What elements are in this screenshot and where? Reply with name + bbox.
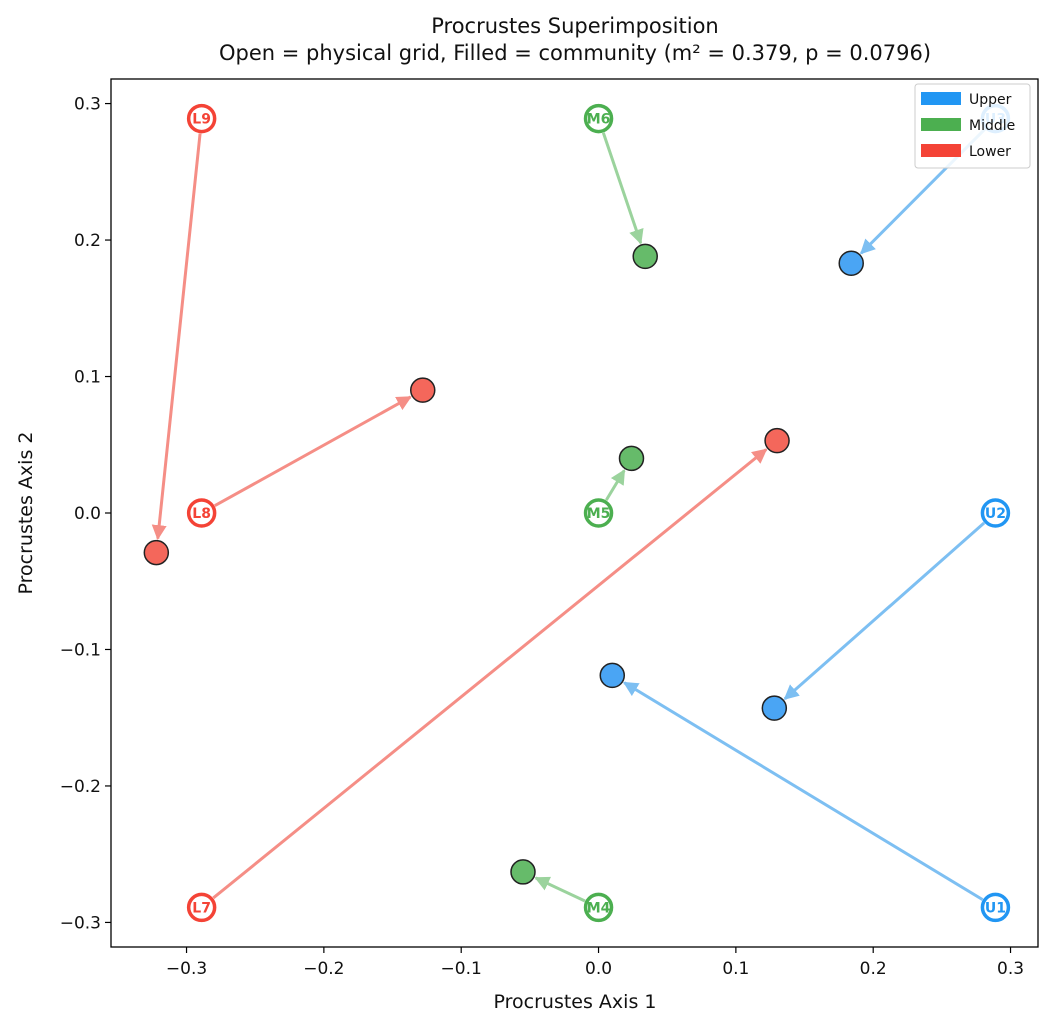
physical-point-u1: U1 <box>980 892 1011 923</box>
physical-point-l8: L8 <box>186 498 217 528</box>
x-tick-label: 0.1 <box>722 959 749 979</box>
point-label: M5 <box>587 506 611 522</box>
y-tick-label: 0.2 <box>74 231 101 251</box>
community-point-u1 <box>599 662 626 689</box>
arrow-m5 <box>605 469 626 501</box>
community-point-m6 <box>632 243 658 270</box>
arrow-l9 <box>151 133 202 541</box>
legend-label-middle: Middle <box>969 118 1015 134</box>
community-point-m5 <box>618 445 645 472</box>
chart-subtitle: Open = physical grid, Filled = community… <box>219 41 931 65</box>
community-point-l8 <box>409 377 436 403</box>
point-label: U1 <box>985 900 1006 916</box>
point-label: L8 <box>192 506 211 522</box>
open-circle-marker <box>186 498 217 528</box>
x-axis-label: Procrustes Axis 1 <box>494 991 657 1013</box>
physical-point-u2: U2 <box>980 498 1011 528</box>
open-circle-marker <box>980 892 1011 923</box>
physical-point-m5: M5 <box>583 498 614 528</box>
open-circle-marker <box>980 498 1011 528</box>
arrow-l8 <box>214 395 412 508</box>
arrow-u2 <box>783 521 986 701</box>
y-tick-label: 0.1 <box>74 368 101 388</box>
y-tick-label: −0.2 <box>60 777 101 797</box>
y-tick-label: 0.0 <box>74 504 101 524</box>
open-circle-marker <box>583 103 614 134</box>
community-point-l9 <box>143 539 170 566</box>
community-point-l7 <box>764 427 790 454</box>
x-tick-label: 0.0 <box>585 959 612 979</box>
point-label: U2 <box>985 506 1006 522</box>
chart-title: Procrustes Superimposition <box>431 14 719 38</box>
y-tick-label: −0.3 <box>60 913 101 933</box>
physical-point-m4: M4 <box>583 892 614 923</box>
axes: −0.3 −0.2 −0.1 0.0 0.1 0.2 0.3 −0.3 −0.2 −0.1 0.0 0… <box>60 95 1024 979</box>
open-circle-marker <box>583 892 614 923</box>
arrow-l7 <box>212 448 768 900</box>
legend-swatch-upper <box>921 92 961 105</box>
arrow-u1 <box>622 681 984 901</box>
arrows <box>151 128 986 903</box>
physical-point-l7: L7 <box>186 892 217 923</box>
community-point-m4 <box>510 859 536 885</box>
physical-point-l9: L9 <box>186 103 217 134</box>
community-point-u3 <box>838 250 864 276</box>
y-tick-label: −0.1 <box>60 640 101 660</box>
filled-markers <box>143 243 864 885</box>
legend-swatch-lower <box>921 144 961 157</box>
point-label: M4 <box>587 900 611 916</box>
legend-swatch-middle <box>921 118 961 131</box>
open-circle-marker <box>583 498 614 528</box>
point-label: M6 <box>587 112 611 128</box>
x-tick-label: −0.2 <box>303 959 344 979</box>
point-label: L9 <box>192 112 211 128</box>
legend-label-upper: Upper <box>969 92 1012 108</box>
plot-area: U1U2U3M4M5M6L7L8L9 <box>143 103 1011 923</box>
community-point-u2 <box>761 695 788 721</box>
arrow-m6 <box>601 132 644 245</box>
legend-label-lower: Lower <box>969 144 1011 160</box>
legend: Upper Middle Lower <box>914 83 1031 169</box>
x-tick-label: 0.2 <box>860 959 887 979</box>
y-tick-label: 0.3 <box>74 95 101 115</box>
arrow-m4 <box>534 876 586 903</box>
physical-point-m6: M6 <box>583 103 614 134</box>
plot-frame <box>110 78 1039 948</box>
y-axis-label: Procrustes Axis 2 <box>15 432 37 595</box>
open-circle-marker <box>186 103 217 134</box>
x-tick-label: −0.1 <box>441 959 482 979</box>
x-tick-label: 0.3 <box>997 959 1024 979</box>
open-circle-marker <box>186 892 217 923</box>
point-label: L7 <box>192 900 211 916</box>
x-tick-label: −0.3 <box>166 959 207 979</box>
